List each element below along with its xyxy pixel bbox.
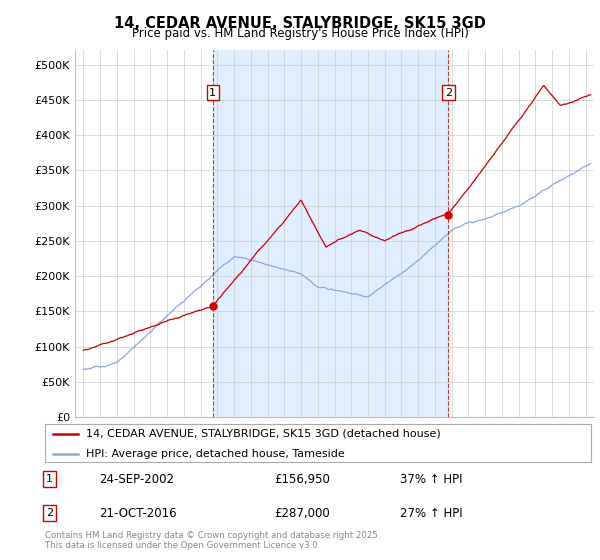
Text: Price paid vs. HM Land Registry's House Price Index (HPI): Price paid vs. HM Land Registry's House … — [131, 27, 469, 40]
Text: 24-SEP-2002: 24-SEP-2002 — [100, 473, 175, 486]
Text: 2: 2 — [46, 508, 53, 518]
Text: 14, CEDAR AVENUE, STALYBRIDGE, SK15 3GD (detached house): 14, CEDAR AVENUE, STALYBRIDGE, SK15 3GD … — [86, 429, 440, 439]
Text: 14, CEDAR AVENUE, STALYBRIDGE, SK15 3GD: 14, CEDAR AVENUE, STALYBRIDGE, SK15 3GD — [114, 16, 486, 31]
Text: 37% ↑ HPI: 37% ↑ HPI — [400, 473, 463, 486]
Text: £287,000: £287,000 — [274, 507, 330, 520]
Text: HPI: Average price, detached house, Tameside: HPI: Average price, detached house, Tame… — [86, 449, 344, 459]
Text: £156,950: £156,950 — [274, 473, 330, 486]
Text: Contains HM Land Registry data © Crown copyright and database right 2025.
This d: Contains HM Land Registry data © Crown c… — [45, 531, 380, 550]
Text: 1: 1 — [46, 474, 53, 484]
Bar — [213, 50, 448, 417]
Text: 21-OCT-2016: 21-OCT-2016 — [100, 507, 177, 520]
Text: 2: 2 — [445, 87, 452, 97]
Text: 1: 1 — [209, 87, 216, 97]
Text: 27% ↑ HPI: 27% ↑ HPI — [400, 507, 463, 520]
